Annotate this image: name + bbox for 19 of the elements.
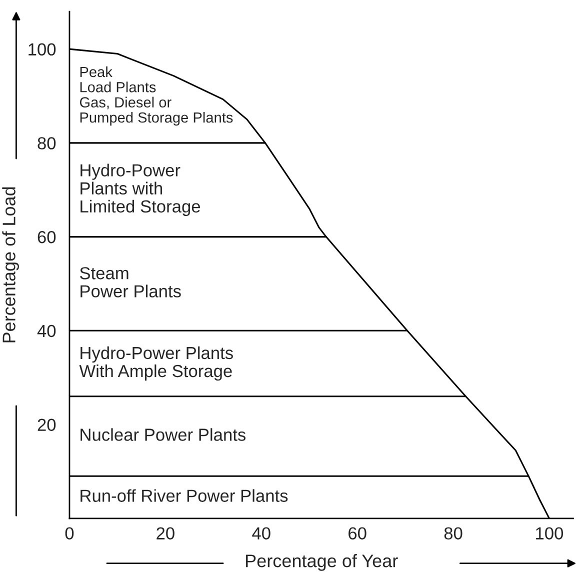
- x-tick-label: 40: [252, 527, 270, 540]
- x-tick-label: 0: [65, 527, 74, 540]
- annotation: Hydro-Power Plants with Limited Storage: [80, 164, 200, 216]
- annotation: Steam Power Plants: [80, 267, 181, 298]
- y-tick-label: 20: [38, 418, 56, 431]
- annotation: Peak Load Plants Gas, Diesel or Pumped Storage Plants: [80, 66, 233, 126]
- y-axis-title: Percentage of Load: [2, 187, 19, 342]
- x-tick-label: 60: [348, 527, 366, 540]
- x-tick-label: 80: [444, 527, 462, 540]
- annotation: Run-off River Power Plants: [80, 489, 288, 502]
- y-tick-label: 100: [28, 43, 56, 56]
- annotation: Nuclear Power Plants: [80, 428, 246, 441]
- annotation: Hydro-Power Plants With Ample Storage: [79, 346, 233, 381]
- x-axis-title: Percentage of Year: [246, 554, 398, 571]
- y-tick-label: 80: [38, 137, 56, 150]
- y-tick-label: 40: [37, 324, 56, 338]
- x-tick-label: 20: [156, 527, 174, 540]
- y-tick-label: 60: [38, 230, 56, 244]
- x-tick-label: 100: [536, 527, 564, 540]
